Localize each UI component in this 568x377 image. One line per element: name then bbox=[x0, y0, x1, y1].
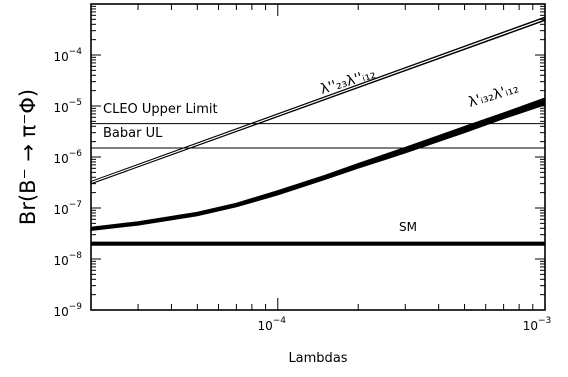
y-tick-label: 10−6 bbox=[53, 149, 82, 166]
axis-ticks-layer: 10−9 10−8 10−7 10−6 10−5 10−4 10−4 10−3 bbox=[53, 3, 552, 333]
series-band-2 bbox=[90, 241, 546, 246]
y-axis-label: Br(B⁻ → π⁻Φ) bbox=[16, 89, 40, 225]
annotation-sm: SM bbox=[399, 220, 417, 234]
series-labels-layer: λ''₂₃λ''ᵢ₁₂ λ'ᵢ₃₂λ'ᵢ₁₂ SM CLEO Upper Limit B… bbox=[103, 66, 521, 234]
y-tick-label: 10−9 bbox=[53, 302, 82, 319]
chart-series-layer bbox=[90, 16, 546, 246]
series-label-lambda-double-prime: λ''₂₃λ''ᵢ₁₂ bbox=[318, 66, 377, 98]
plot-frame bbox=[90, 3, 546, 311]
x-tick-label: 10−3 bbox=[523, 316, 552, 333]
y-tick-label: 10−4 bbox=[53, 47, 82, 64]
reference-lines-layer bbox=[91, 123, 545, 149]
x-axis-label: Lambdas bbox=[288, 351, 347, 366]
y-tick-label: 10−5 bbox=[53, 98, 82, 115]
x-tick-label: 10−4 bbox=[257, 316, 286, 333]
series-label-lambda-prime: λ'ᵢ₃₂λ'ᵢ₁₂ bbox=[466, 80, 520, 110]
annotation-cleo-upper-limit: CLEO Upper Limit bbox=[103, 102, 218, 117]
y-tick-label: 10−7 bbox=[53, 200, 82, 217]
series-band-1 bbox=[90, 97, 546, 232]
y-tick-label: 10−8 bbox=[53, 251, 82, 268]
annotation-babar-ul: Babar UL bbox=[103, 126, 163, 141]
series-band-gap-0 bbox=[90, 18, 546, 184]
